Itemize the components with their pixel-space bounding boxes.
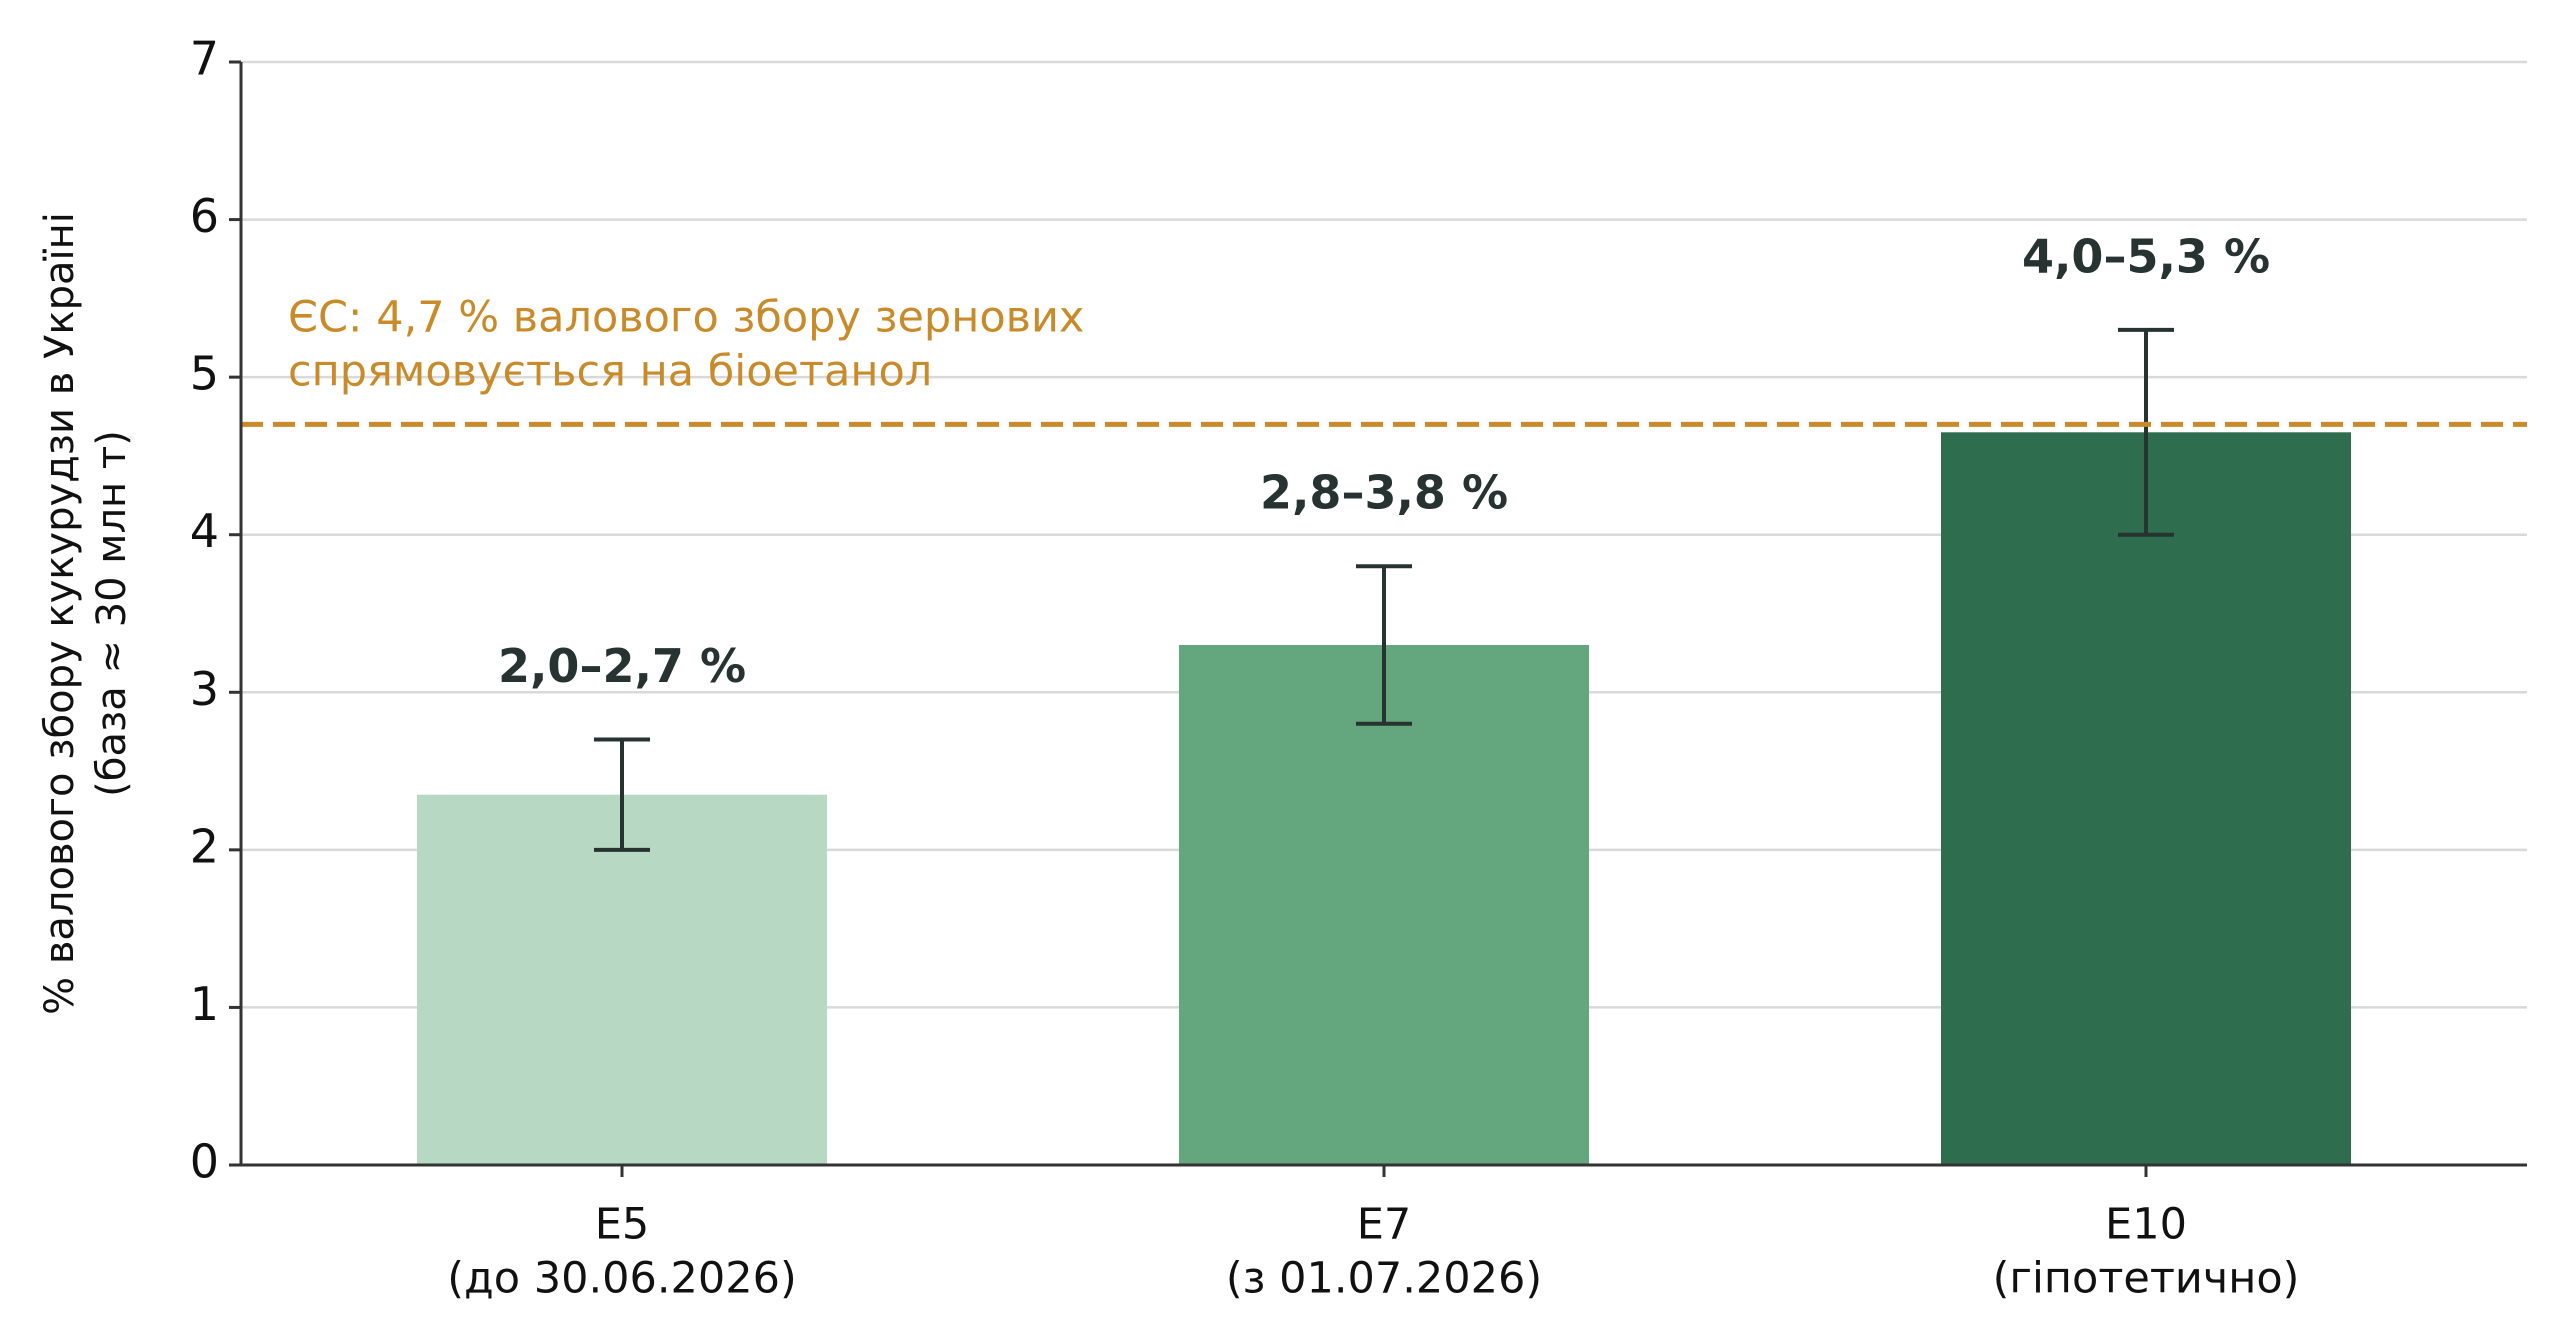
bar (417, 794, 827, 1165)
y-tick-label: 0 (190, 1135, 219, 1189)
y-tick-label: 1 (190, 977, 219, 1031)
y-axis-label: % валового збору кукурудзи в Україні (37, 212, 83, 1015)
x-tick-label: E7 (1357, 1200, 1412, 1250)
x-tick-note: (до 30.06.2026) (447, 1254, 796, 1304)
x-tick-note: (з 01.07.2026) (1226, 1254, 1542, 1304)
range-label: 2,0–2,7 % (498, 639, 746, 693)
reference-label: ЄС: 4,7 % валового збору зернових (288, 293, 1084, 343)
y-tick-label: 6 (190, 189, 219, 243)
y-tick-label: 7 (190, 32, 219, 86)
bar (1941, 432, 2351, 1165)
y-tick-label: 2 (190, 819, 219, 873)
y-tick-label: 4 (190, 504, 219, 558)
reference-label: спрямовується на біоетанол (288, 347, 932, 397)
y-axis-label: (база ≈ 30 млн т) (89, 430, 135, 797)
x-tick-label: E10 (2105, 1200, 2187, 1250)
y-tick-label: 5 (190, 347, 219, 401)
range-label: 4,0–5,3 % (2022, 229, 2270, 283)
bar (1179, 645, 1589, 1165)
y-tick-label: 3 (190, 662, 219, 716)
range-label: 2,8–3,8 % (1260, 466, 1508, 520)
x-tick-label: E5 (595, 1200, 650, 1250)
x-tick-note: (гіпотетично) (1993, 1254, 2300, 1304)
